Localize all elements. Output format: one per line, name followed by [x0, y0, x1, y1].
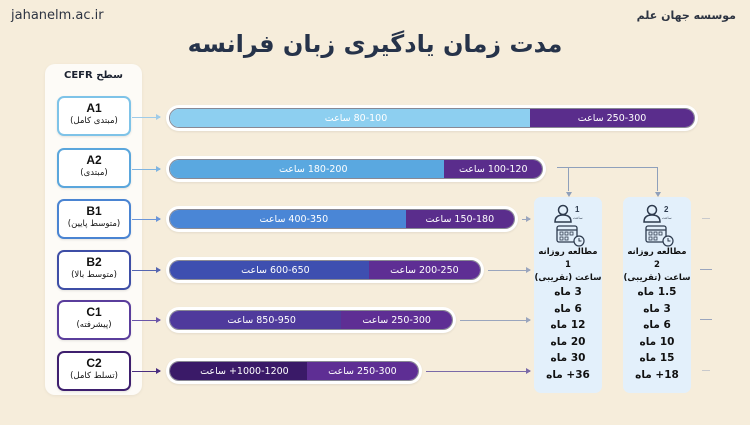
level-code: B1 — [86, 204, 102, 218]
bar-a1: 80-100 ساعت 250-300 ساعت — [166, 105, 698, 131]
duration-list: 3 ماه 6 ماه 12 ماه 20 ماه 30 ماه 36+ ماه — [534, 284, 602, 383]
svg-text:ساعت: ساعت — [662, 216, 672, 220]
bar-total-segment: 180-200 ساعت — [170, 160, 457, 178]
svg-text:ساعت: ساعت — [573, 216, 583, 220]
duration-a1: 3 ماه — [554, 286, 582, 298]
level-box-b2: B2 (متوسط بالا) — [57, 250, 131, 290]
card-title-line2: ساعت (تقریبی) — [623, 273, 691, 283]
duration-c2: 18+ ماه — [635, 368, 679, 381]
study-card-1h: 1 ساعت مطالعه روزانه 1 ساعت (تقریبی) 3 م… — [534, 197, 602, 393]
arrow-icon — [132, 267, 161, 273]
level-name: (پیشرفته) — [76, 320, 112, 330]
arrow-icon — [132, 166, 161, 172]
arrow-icon — [132, 317, 161, 323]
cefr-header: سطح CEFR — [64, 70, 123, 81]
arrow-left-icon — [700, 269, 712, 270]
arrow-icon — [488, 267, 531, 273]
bar-total-segment: 80-100 ساعت — [170, 109, 543, 127]
arrow-left-icon — [700, 319, 712, 320]
bar-c2: 1000-1200+ ساعت 250-300 ساعت — [166, 358, 422, 384]
arrow-icon — [702, 218, 710, 219]
level-name: (مبتدی کامل) — [70, 116, 118, 126]
bar-step-segment: 200-250 ساعت — [368, 261, 480, 279]
level-code: C2 — [86, 356, 102, 370]
bar-step-segment: 250-300 ساعت — [530, 109, 694, 127]
level-name: (متوسط بالا) — [71, 270, 117, 280]
card-title-line1: مطالعه روزانه 2 — [627, 247, 687, 270]
bar-step-segment: 250-300 ساعت — [306, 362, 418, 380]
card-title-line2: ساعت (تقریبی) — [534, 273, 602, 283]
arrow-icon — [132, 216, 161, 222]
level-code: A1 — [86, 101, 102, 115]
duration-c1: 15 ماه — [639, 352, 675, 364]
duration-c2: 36+ ماه — [546, 368, 590, 381]
level-code: B2 — [86, 255, 102, 269]
arrow-icon — [522, 216, 531, 222]
arrow-icon — [132, 114, 161, 120]
duration-list: 1.5 ماه 3 ماه 6 ماه 10 ماه 15 ماه 18+ ما… — [623, 284, 691, 383]
bar-step-segment: 150-180 ساعت — [405, 210, 514, 228]
arrow-icon — [426, 368, 531, 374]
org-name: موسسه جهان علم — [636, 9, 736, 22]
duration-b1: 12 ماه — [550, 319, 586, 331]
level-box-c2: C2 (تسلط کامل) — [57, 351, 131, 391]
bar-b1: 400-350 ساعت 150-180 ساعت — [166, 206, 518, 232]
bar-total-segment: 400-350 ساعت — [170, 210, 418, 228]
duration-a2: 6 ماه — [554, 302, 582, 315]
level-name: (متوسط پایین) — [67, 219, 121, 229]
duration-a1: 1.5 ماه — [637, 286, 677, 298]
duration-a2: 3 ماه — [643, 302, 671, 315]
arrow-icon — [132, 368, 161, 374]
connector-line — [657, 167, 658, 191]
card-title-line1: مطالعه روزانه 1 — [538, 247, 598, 270]
page-title: مدت زمان یادگیری زبان فرانسه — [187, 30, 563, 58]
bar-total-segment: 1000-1200+ ساعت — [170, 362, 319, 380]
svg-text:2: 2 — [664, 205, 669, 214]
bar-b2: 600-650 ساعت 200-250 ساعت — [166, 257, 484, 283]
level-box-b1: B1 (متوسط پایین) — [57, 199, 131, 239]
connector-line — [557, 167, 657, 168]
student-calendar-icon: 2 ساعت — [643, 204, 674, 247]
svg-text:1: 1 — [575, 205, 580, 214]
bar-total-segment: 600-650 ساعت — [170, 261, 381, 279]
arrow-icon — [460, 317, 531, 323]
site-url[interactable]: jahanelm.ac.ir — [11, 8, 104, 23]
level-code: C1 — [86, 305, 102, 319]
connector-line — [568, 167, 569, 191]
level-box-a2: A2 (مبتدی) — [57, 148, 131, 188]
level-name: (مبتدی) — [80, 168, 108, 178]
level-box-c1: C1 (پیشرفته) — [57, 300, 131, 340]
bar-step-segment: 250-300 ساعت — [341, 311, 452, 329]
duration-b1: 6 ماه — [643, 319, 671, 331]
card-title: مطالعه روزانه 2 ساعت (تقریبی) — [623, 246, 691, 285]
bar-a2: 180-200 ساعت 100-120 ساعت — [166, 156, 546, 182]
level-code: A2 — [86, 153, 102, 167]
card-title: مطالعه روزانه 1 ساعت (تقریبی) — [534, 246, 602, 285]
duration-c1: 30 ماه — [550, 352, 586, 364]
bar-step-segment: 100-120 ساعت — [444, 160, 542, 178]
bar-c1: 850-950 ساعت 250-300 ساعت — [166, 307, 456, 333]
bar-total-segment: 850-950 ساعت — [170, 311, 354, 329]
duration-b2: 20 ماه — [550, 335, 586, 348]
cefr-panel: سطح CEFR A1 (مبتدی کامل) A2 (مبتدی) B1 (… — [45, 64, 142, 395]
duration-b2: 10 ماه — [639, 335, 675, 348]
arrow-icon — [702, 370, 710, 371]
level-name: (تسلط کامل) — [70, 371, 118, 381]
level-box-a1: A1 (مبتدی کامل) — [57, 96, 131, 136]
study-card-2h: 2 ساعت مطالعه روزانه 2 ساعت (تقریبی) 1.5… — [623, 197, 691, 393]
student-calendar-icon: 1 ساعت — [554, 204, 585, 247]
